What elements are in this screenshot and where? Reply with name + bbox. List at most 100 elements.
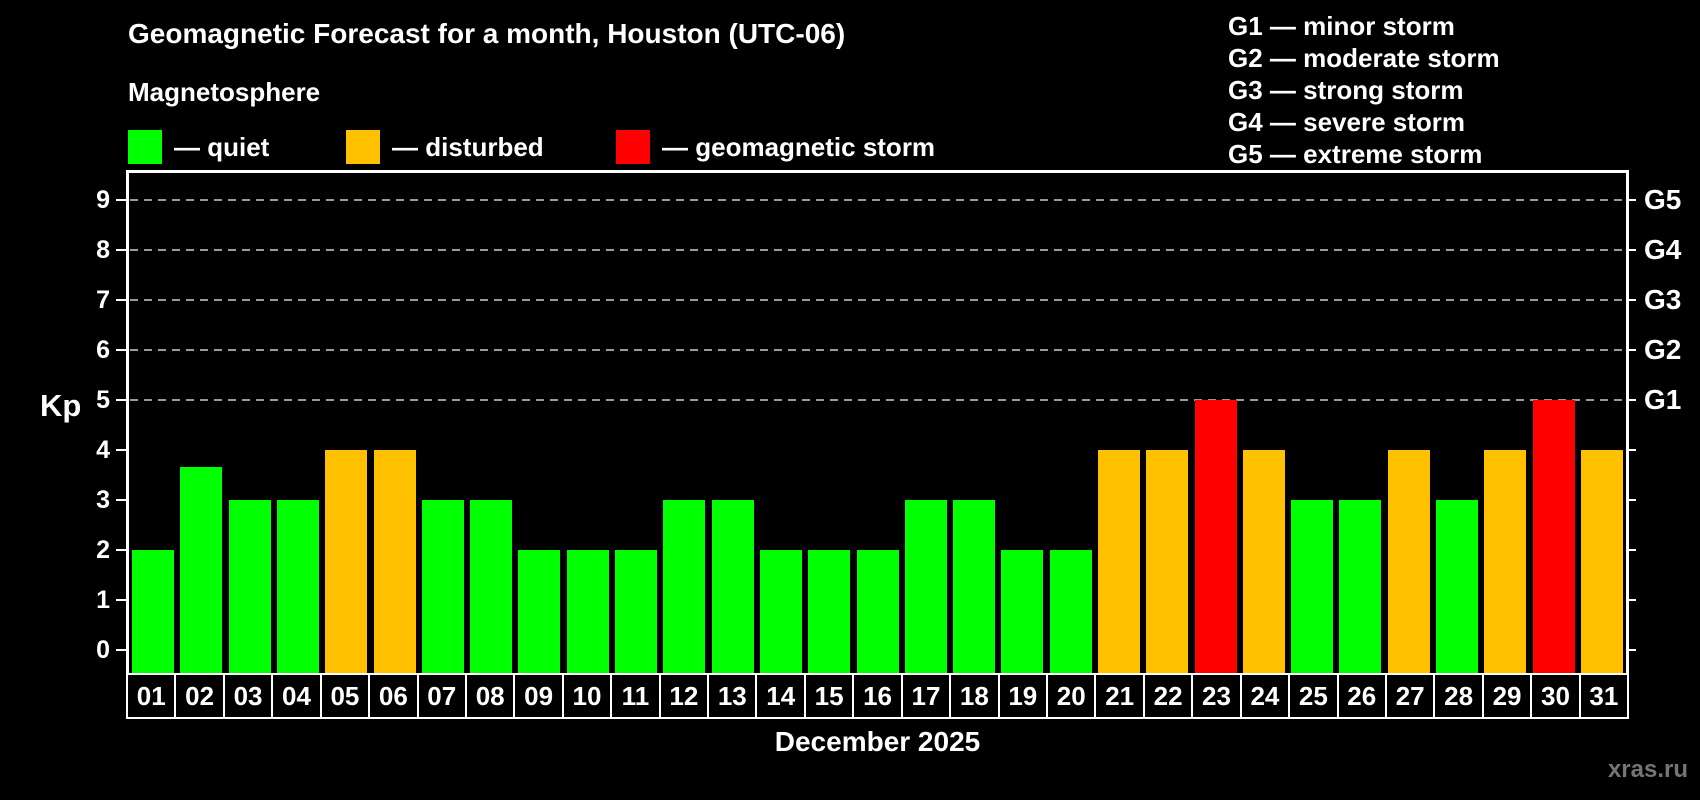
bar-day-02	[180, 466, 223, 673]
y-axis-tick-left	[116, 449, 126, 451]
y-axis-tick-left	[116, 649, 126, 651]
bar-day-15	[808, 550, 851, 673]
x-axis-day-label: 25	[1288, 673, 1339, 719]
y-axis-tick-right	[1626, 249, 1636, 251]
y-axis-tick-left	[116, 249, 126, 251]
y-axis-tick-label: 5	[96, 386, 110, 414]
bar-day-05	[325, 450, 368, 673]
bar-day-18	[953, 500, 996, 673]
bar-day-20	[1049, 550, 1092, 673]
storm-legend-line-g1: G1 — minor storm	[1228, 11, 1455, 41]
y-axis-tick-right	[1626, 349, 1636, 351]
y-axis-tick-right	[1626, 599, 1636, 601]
bar-day-29	[1484, 450, 1527, 673]
storm-color-swatch	[616, 130, 650, 164]
legend-item-quiet: — quiet	[128, 129, 269, 165]
legend-item-storm: — geomagnetic storm	[616, 129, 935, 165]
x-axis-day-label: 18	[949, 673, 1000, 719]
x-axis-day-label: 07	[416, 673, 467, 719]
y-axis-tick-label: 3	[96, 486, 110, 514]
bar-day-25	[1291, 500, 1334, 673]
x-axis-day-label: 16	[852, 673, 903, 719]
x-axis-day-label: 14	[755, 673, 806, 719]
x-axis-day-label: 26	[1336, 673, 1387, 719]
bar-day-27	[1387, 450, 1430, 673]
chart-title: Geomagnetic Forecast for a month, Housto…	[128, 18, 846, 49]
x-axis-title: December 2025	[774, 726, 981, 757]
gridline-kp6	[130, 349, 1626, 351]
bar-day-01	[132, 550, 175, 673]
x-axis-day-label: 27	[1384, 673, 1436, 719]
x-axis-day-label: 15	[803, 673, 855, 719]
bar-day-24	[1242, 450, 1285, 673]
y-axis-tick-right	[1626, 649, 1636, 651]
plot-border-top	[126, 170, 1629, 173]
legend-label: — quiet	[174, 131, 270, 162]
x-axis-day-label: 02	[174, 673, 225, 719]
plot-border-left	[126, 170, 129, 673]
quiet-color-swatch	[128, 130, 162, 164]
bar-day-17	[904, 500, 947, 673]
y-axis-tick-label: 2	[96, 536, 110, 564]
y-axis-tick-left	[116, 549, 126, 551]
bar-day-03	[228, 500, 271, 673]
right-axis-label-g2: G2	[1644, 334, 1682, 365]
x-axis-day-label: 17	[900, 673, 952, 719]
x-axis-day-label: 05	[319, 673, 371, 719]
right-axis-label-g4: G4	[1644, 234, 1682, 265]
legend-label: — geomagnetic storm	[662, 131, 936, 162]
y-axis-tick-right	[1626, 499, 1636, 501]
x-axis-day-label: 23	[1191, 673, 1242, 719]
x-axis-day-label: 30	[1530, 673, 1581, 719]
y-axis-tick-label: 0	[96, 636, 110, 664]
x-axis-day-label: 06	[368, 673, 419, 719]
bar-day-22	[1146, 450, 1189, 673]
x-axis-day-label: 13	[707, 673, 758, 719]
y-axis-tick-right	[1626, 299, 1636, 301]
x-axis-day-label: 31	[1578, 673, 1630, 719]
bar-day-13	[711, 500, 754, 673]
bar-day-04	[277, 500, 320, 673]
gridline-kp9	[130, 199, 1626, 201]
y-axis-tick-label: 4	[96, 436, 110, 464]
x-axis-day-label: 08	[464, 673, 516, 719]
y-axis-tick-right	[1626, 199, 1636, 201]
y-axis-tick-label: 6	[96, 336, 110, 364]
legend-item-disturbed: — disturbed	[346, 129, 544, 165]
x-axis-day-label: 10	[561, 673, 613, 719]
bar-day-09	[518, 550, 561, 673]
bar-day-08	[470, 500, 513, 673]
storm-scale-legend: G1 — minor storm G2 — moderate storm G3 …	[1228, 10, 1500, 170]
y-axis-tick-left	[116, 399, 126, 401]
storm-legend-line-g4: G4 — severe storm	[1228, 107, 1466, 137]
bar-day-21	[1097, 450, 1140, 673]
bar-day-28	[1435, 500, 1478, 673]
x-axis-day-label: 24	[1239, 673, 1291, 719]
disturbed-color-swatch	[346, 130, 380, 164]
x-axis-day-label: 04	[271, 673, 322, 719]
x-axis-day-label: 20	[1046, 673, 1097, 719]
y-axis-tick-right	[1626, 549, 1636, 551]
bar-day-14	[759, 550, 802, 673]
legend-label: — disturbed	[392, 131, 544, 162]
bar-day-06	[373, 450, 416, 673]
bar-day-07	[421, 500, 464, 673]
plot-border-right	[1626, 170, 1629, 673]
bar-day-16	[856, 550, 899, 673]
storm-legend-line-g3: G3 — strong storm	[1228, 75, 1464, 105]
y-axis-tick-left	[116, 499, 126, 501]
bar-day-30	[1532, 400, 1575, 673]
bar-day-23	[1194, 400, 1237, 673]
right-axis-label-g1: G1	[1644, 384, 1682, 415]
bar-day-12	[663, 500, 706, 673]
x-axis-day-label: 09	[513, 673, 564, 719]
y-axis-tick-left	[116, 599, 126, 601]
y-axis-tick-label: 7	[96, 286, 110, 314]
y-axis-tick-right	[1626, 399, 1636, 401]
chart-subtitle: Magnetosphere	[128, 77, 321, 107]
x-axis-day-label: 22	[1142, 673, 1194, 719]
x-axis-day-label: 28	[1433, 673, 1484, 719]
bar-day-26	[1339, 500, 1382, 673]
y-axis-tick-left	[116, 199, 126, 201]
